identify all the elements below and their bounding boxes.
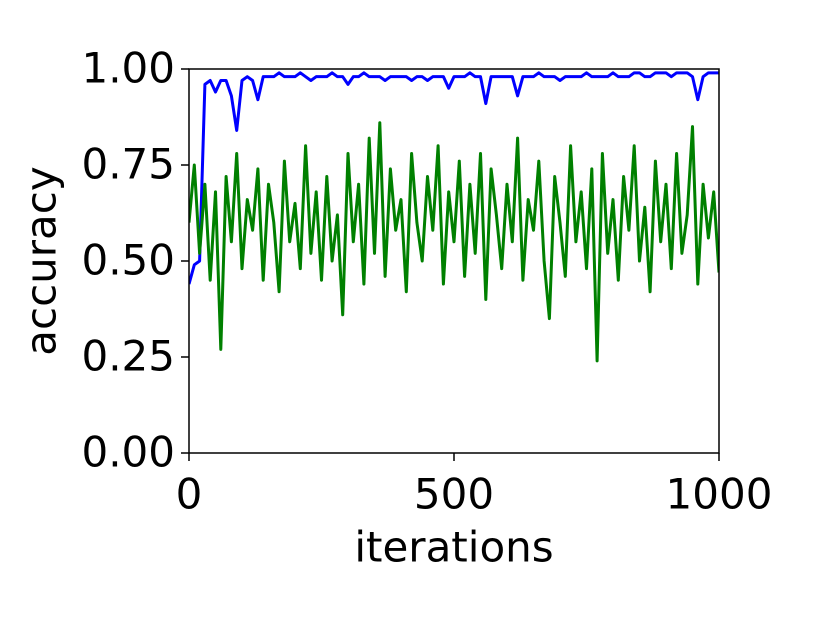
line-series	[189, 121, 719, 363]
x-axis-label: iterations	[354, 523, 553, 572]
x-tick-label: 0	[176, 470, 203, 519]
y-tick-label: 1.00	[81, 44, 175, 93]
x-tick-label: 500	[414, 470, 494, 519]
x-tick-label: 1000	[666, 470, 773, 519]
y-axis-label: accuracy	[17, 166, 66, 356]
y-tick-label: 0.00	[81, 428, 175, 477]
y-tick-label: 0.25	[81, 332, 175, 381]
y-tick-label: 0.50	[81, 236, 175, 285]
y-tick-label: 0.75	[81, 140, 175, 189]
line-series	[189, 71, 719, 285]
